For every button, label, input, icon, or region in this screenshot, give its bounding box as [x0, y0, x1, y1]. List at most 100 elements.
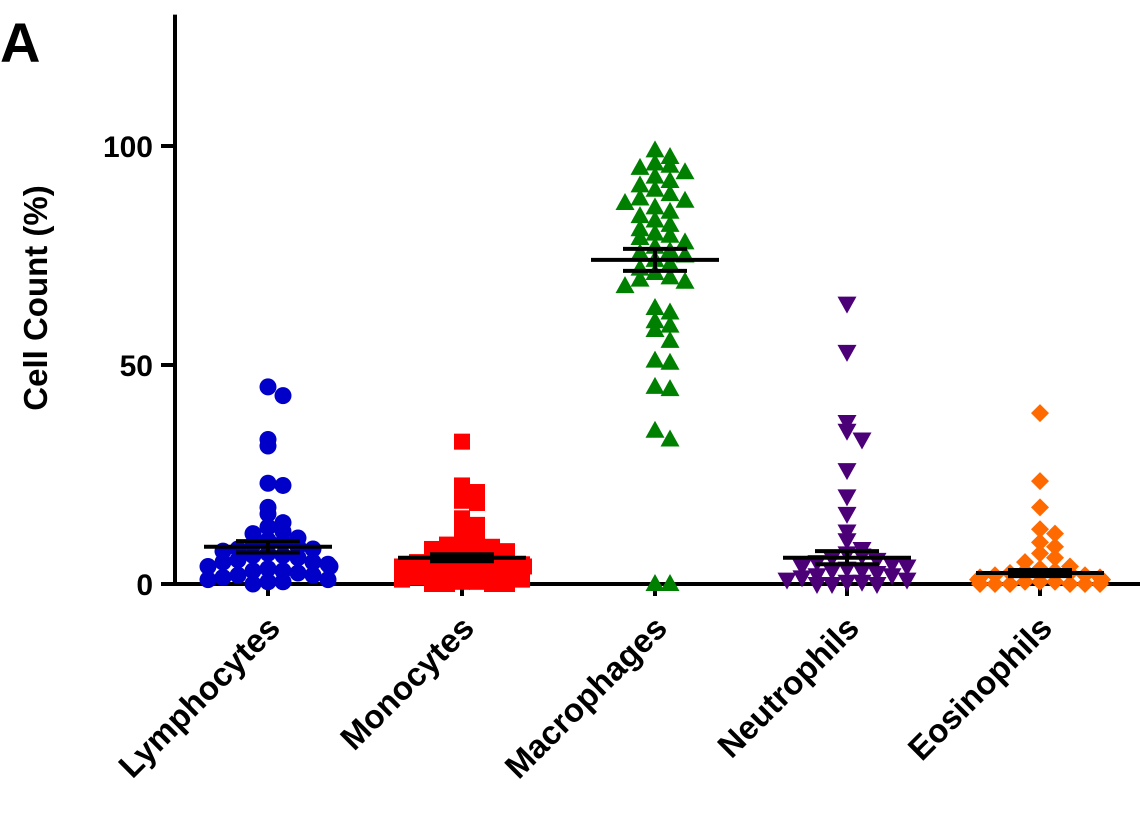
data-point [645, 298, 665, 316]
data-point [837, 524, 857, 542]
data-point [837, 344, 857, 362]
data-point [1046, 524, 1064, 543]
data-point [867, 566, 887, 584]
data-point [837, 533, 857, 551]
y-tick-label: 0 [136, 569, 153, 602]
series-monocytes [394, 433, 532, 592]
data-point [660, 214, 680, 232]
data-point [837, 423, 857, 441]
data-point [675, 271, 695, 289]
data-point [499, 576, 515, 592]
data-point [675, 190, 695, 208]
data-point [274, 476, 292, 494]
data-point [274, 573, 292, 591]
data-point [645, 319, 665, 337]
data-point [807, 577, 827, 594]
data-point [214, 568, 232, 586]
data-point [660, 146, 680, 164]
data-point [897, 572, 917, 590]
data-point [1031, 404, 1049, 423]
x-tick-label: Eosinophils [901, 609, 1059, 767]
data-point [807, 568, 827, 586]
data-point [867, 577, 887, 594]
data-point [439, 562, 455, 579]
data-point [259, 518, 277, 536]
data-point [660, 171, 680, 189]
data-point [1031, 520, 1049, 539]
data-point [852, 432, 872, 450]
data-point [837, 506, 857, 524]
data-point [424, 576, 440, 592]
data-point [199, 557, 217, 575]
x-tick-label: Neutrophils [710, 609, 866, 765]
data-point [1031, 472, 1049, 491]
data-point [630, 243, 650, 261]
data-point [615, 276, 635, 294]
data-point [259, 505, 277, 523]
data-point [645, 210, 665, 228]
panel-label: A [0, 11, 40, 74]
data-point [454, 477, 470, 494]
data-point [837, 574, 857, 592]
data-point [645, 140, 665, 158]
data-point [304, 540, 322, 558]
data-point [630, 269, 650, 287]
data-point [837, 489, 857, 507]
data-point [675, 232, 695, 250]
data-point [660, 267, 680, 285]
data-point [777, 572, 797, 590]
data-point [660, 574, 680, 591]
data-point [630, 175, 650, 193]
data-point [660, 302, 680, 320]
data-point [645, 153, 665, 171]
data-point [660, 315, 680, 333]
data-point [454, 573, 470, 590]
data-point [615, 192, 635, 210]
data-point [259, 378, 277, 396]
data-point [837, 296, 857, 314]
data-point [394, 558, 410, 575]
data-point [971, 575, 989, 593]
data-point [630, 227, 650, 245]
mean-sem-bars [204, 246, 1104, 579]
data-point [214, 553, 232, 571]
data-point [645, 179, 665, 197]
data-point [660, 379, 680, 397]
data-point [454, 560, 470, 577]
x-tick-label: Lymphocytes [111, 609, 287, 785]
data-point [454, 433, 470, 450]
data-point [514, 571, 530, 588]
data-point [274, 547, 292, 565]
data-point [882, 568, 902, 586]
data-point [484, 576, 500, 592]
data-point [259, 437, 277, 455]
data-point [244, 575, 262, 593]
data-point [469, 494, 485, 511]
data-point [986, 575, 1004, 593]
data-point [469, 534, 485, 551]
data-point [1031, 533, 1049, 552]
data-point [792, 570, 812, 588]
data-point [469, 573, 485, 590]
data-point [454, 510, 470, 527]
series-macrophages [615, 140, 695, 591]
data-point [837, 463, 857, 481]
data-point [837, 414, 857, 432]
data-point [822, 563, 842, 581]
data-point [409, 569, 425, 586]
data-point [274, 387, 292, 405]
data-point [660, 184, 680, 202]
data-point [1076, 575, 1094, 593]
data-point [660, 330, 680, 348]
data-point [1061, 575, 1079, 593]
x-tick-label: Monocytes [333, 609, 481, 757]
y-tick-label: 50 [120, 350, 153, 383]
data-point [645, 376, 665, 394]
data-point [259, 474, 277, 492]
data-point [1091, 575, 1109, 593]
data-point [439, 536, 455, 553]
data-point [454, 532, 470, 549]
data-point [792, 559, 812, 577]
data-point [660, 155, 680, 173]
